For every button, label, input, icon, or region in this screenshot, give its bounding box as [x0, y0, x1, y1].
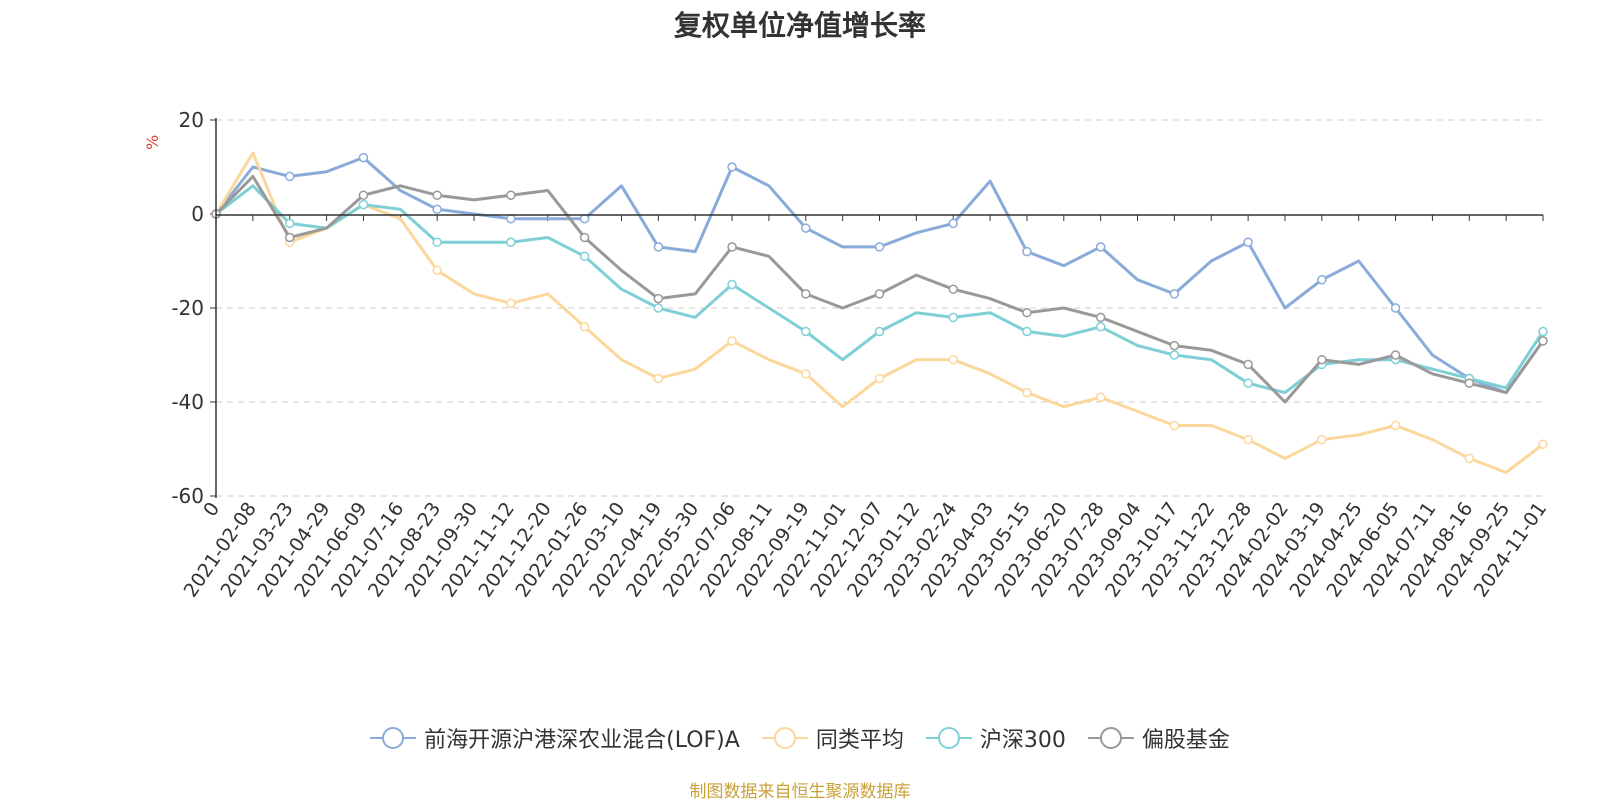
- data-point: [1169, 350, 1180, 360]
- data-point: [874, 242, 885, 252]
- x-axis-ticks: 02021-02-082021-03-232021-04-292021-06-0…: [180, 215, 1551, 601]
- data-point: [506, 190, 516, 200]
- data-point: [727, 336, 737, 346]
- data-point: [1095, 312, 1106, 323]
- data-point: [1390, 350, 1401, 360]
- data-point: [506, 237, 516, 247]
- data-point: [727, 279, 737, 290]
- chart-title: 复权单位净值增长率: [673, 9, 926, 42]
- data-point: [874, 373, 885, 384]
- legend: 前海开源沪港深农业混合(LOF)A 同类平均 沪深300 偏股基金: [0, 722, 1600, 754]
- legend-swatch: [761, 726, 808, 750]
- data-point: [432, 204, 442, 215]
- data-point: [284, 218, 295, 229]
- series-3: [211, 174, 1548, 404]
- data-point: [801, 223, 811, 233]
- data-point: [1390, 303, 1401, 313]
- data-point: [506, 213, 516, 224]
- data-point: [284, 232, 295, 243]
- legend-swatch: [370, 726, 417, 750]
- data-point: [948, 354, 958, 365]
- legend-swatch: [925, 726, 972, 750]
- legend-label: 偏股基金: [1141, 728, 1230, 753]
- data-point: [653, 293, 664, 304]
- data-point: [1095, 242, 1106, 252]
- data-point: [284, 171, 295, 182]
- y-tick-label: -40: [171, 390, 204, 414]
- legend-item[interactable]: 前海开源沪港深农业混合(LOF)A: [370, 722, 740, 754]
- data-point: [358, 152, 369, 163]
- data-point: [579, 251, 590, 262]
- y-axis-ticks: 20 0 -20 -40 -60: [171, 108, 216, 508]
- legend-item[interactable]: 同类平均: [761, 722, 904, 754]
- grid-lines: [216, 119, 1543, 497]
- data-point: [1022, 387, 1032, 398]
- data-point: [1317, 434, 1327, 445]
- data-point: [432, 237, 442, 247]
- line-chart: 20 0 -20 -40 -60 02021-02-082021-03-232021-0…: [171, 108, 1551, 601]
- series-1: [211, 151, 1548, 474]
- data-point: [1243, 434, 1253, 445]
- data-point: [801, 326, 811, 337]
- data-point: [1022, 307, 1032, 318]
- y-tick-label: 0: [191, 202, 204, 226]
- data-point: [1317, 275, 1327, 285]
- data-point: [358, 199, 369, 210]
- y-tick-label: -20: [171, 296, 204, 320]
- data-point: [432, 190, 442, 200]
- data-point: [874, 326, 885, 337]
- x-tick-label: 0: [199, 498, 224, 521]
- data-point: [1538, 439, 1548, 450]
- data-point: [579, 232, 590, 243]
- series-line: [214, 156, 1545, 395]
- data-point: [1538, 326, 1548, 337]
- data-point: [1243, 237, 1253, 247]
- data-point: [1095, 322, 1106, 332]
- data-point: [653, 303, 664, 313]
- legend-item[interactable]: 偏股基金: [1087, 722, 1230, 754]
- data-point: [1243, 359, 1253, 370]
- legend-label: 沪深300: [979, 728, 1066, 753]
- data-point: [727, 242, 737, 252]
- data-point: [1464, 378, 1475, 388]
- series-line: [214, 151, 1544, 474]
- data-point: [1243, 378, 1253, 388]
- data-point: [358, 190, 369, 200]
- data-point: [1390, 420, 1401, 431]
- data-point: [1022, 246, 1032, 257]
- data-point: [948, 218, 958, 229]
- data-point: [432, 265, 442, 276]
- y-tick-label: 20: [179, 108, 204, 132]
- series-group: [211, 151, 1548, 474]
- data-point: [948, 284, 958, 294]
- data-point: [874, 289, 885, 299]
- data-point: [1169, 340, 1180, 351]
- legend-label: 前海开源沪港深农业混合(LOF)A: [424, 728, 740, 753]
- data-point: [948, 312, 958, 323]
- data-point: [579, 213, 590, 224]
- data-point: [801, 369, 811, 379]
- data-point: [801, 289, 811, 299]
- data-point: [579, 322, 590, 332]
- data-point: [653, 373, 664, 384]
- data-point: [1538, 336, 1548, 346]
- data-point: [1169, 289, 1180, 299]
- legend-label: 同类平均: [815, 728, 904, 753]
- data-source-note: 制图数据来自恒生聚源数据库: [689, 782, 911, 802]
- legend-item[interactable]: 沪深300: [925, 722, 1066, 754]
- data-point: [506, 298, 516, 309]
- y-tick-label: -60: [171, 484, 204, 508]
- data-point: [1022, 326, 1032, 337]
- data-point: [1095, 392, 1106, 403]
- data-point: [1317, 354, 1327, 365]
- legend-swatch: [1087, 726, 1134, 750]
- data-point: [1464, 453, 1475, 464]
- data-point: [727, 162, 737, 172]
- data-point: [1169, 420, 1180, 431]
- data-point: [653, 242, 664, 252]
